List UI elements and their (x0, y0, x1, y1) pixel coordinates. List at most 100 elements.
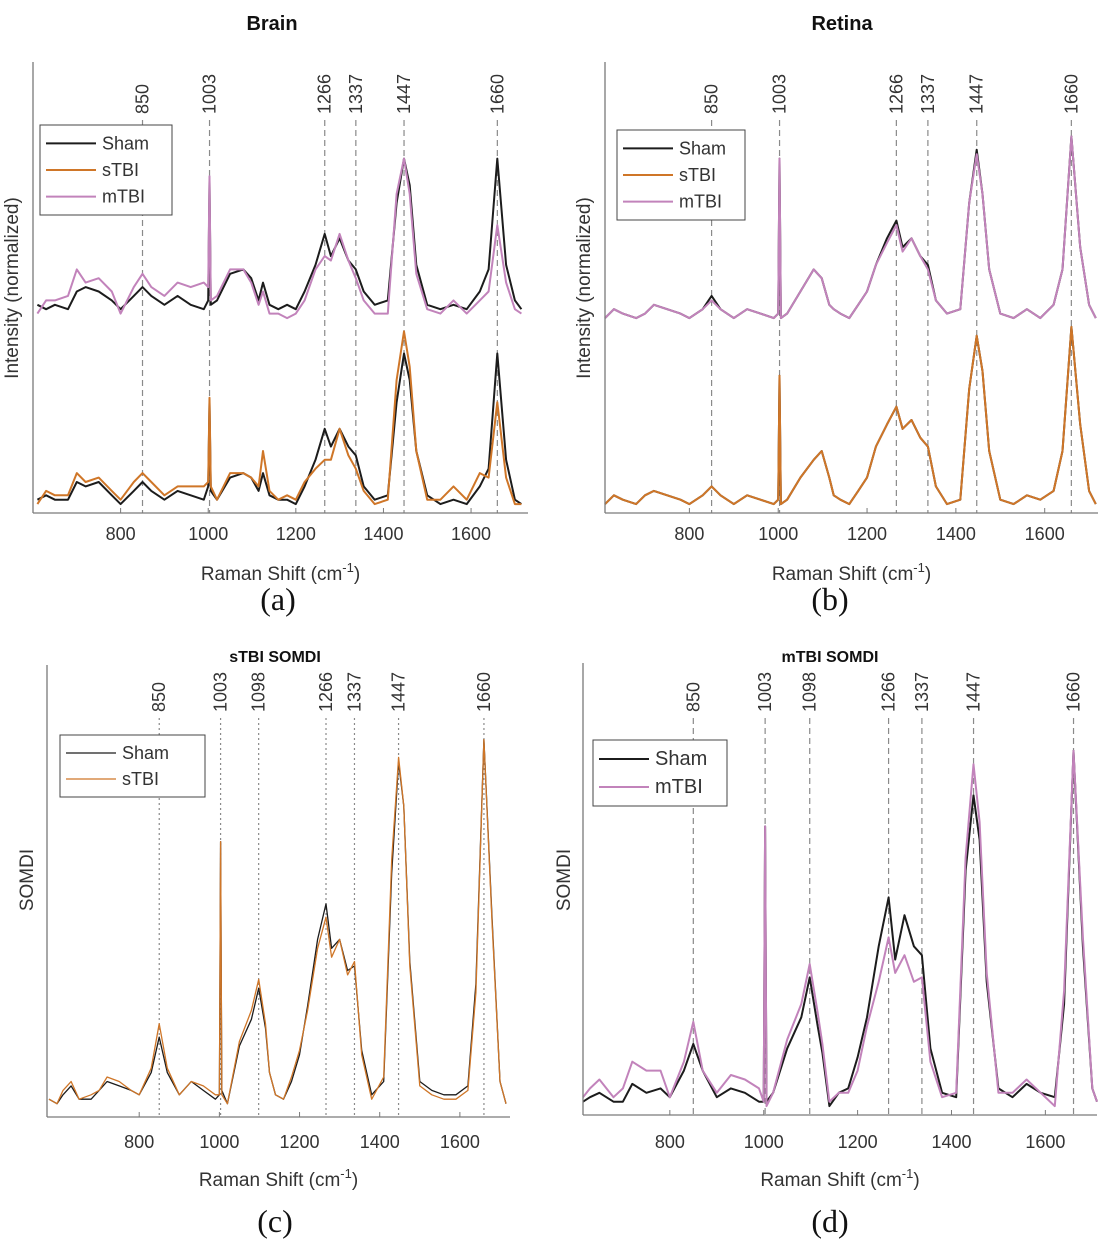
reference-line-label: 1447 (394, 74, 414, 114)
x-tick-label: 1600 (451, 524, 491, 544)
series-line-sham-2 (604, 325, 1097, 506)
series-line-mtbi-1 (36, 157, 522, 320)
reference-line-label: 850 (683, 682, 703, 712)
reference-line-label: 1660 (474, 672, 494, 712)
reference-line-label: 850 (133, 84, 153, 114)
x-axis-label: Raman Shift (cm-1) (772, 560, 931, 585)
reference-line-label: 1447 (389, 672, 409, 712)
legend-label: sTBI (679, 165, 716, 185)
legend-box (59, 734, 206, 798)
x-tick-label: 1400 (360, 1132, 400, 1152)
legend: Sham sTBI mTBI (616, 129, 746, 221)
x-tick-label: 1400 (936, 524, 976, 544)
reference-line-label: 1660 (1061, 74, 1081, 114)
panel-caption: (b) (811, 581, 848, 617)
panel-d: mTBI SOMDI 850 1003 1098 1266 1337 1447 1660 800… (554, 649, 1098, 1239)
x-tick-label: 800 (655, 1132, 685, 1152)
reference-line-label: 1337 (912, 672, 932, 712)
reference-line-label: 1266 (886, 74, 906, 114)
reference-line-label: 850 (149, 682, 169, 712)
reference-line-label: 1337 (344, 672, 364, 712)
x-axis-label-end: ) (925, 564, 931, 585)
reference-line-label: 1003 (770, 74, 790, 114)
reference-line-label: 1003 (211, 672, 231, 712)
reference-line-label: 1003 (755, 672, 775, 712)
legend-label: mTBI (679, 192, 722, 212)
x-axis-label-superscript: -1 (913, 560, 925, 575)
series-line-mtbi-1 (582, 749, 1098, 1108)
chart-title: Retina (811, 13, 873, 35)
reference-line-label: 1098 (800, 672, 820, 712)
x-tick-label: 1400 (363, 524, 403, 544)
series-line-sham-0 (36, 157, 523, 311)
chart-title: sTBI SOMDI (229, 649, 321, 666)
reference-line-label: 1266 (315, 74, 335, 114)
legend-label: mTBI (102, 187, 145, 207)
legend: Sham sTBI (59, 734, 206, 798)
y-axis-label: SOMDI (17, 849, 38, 911)
reference-line-label: 1337 (346, 74, 366, 114)
reference-line-label: 1098 (249, 672, 269, 712)
series-line-mtbi-1 (604, 135, 1097, 320)
x-tick-label: 800 (124, 1132, 154, 1152)
x-tick-label: 1400 (931, 1132, 971, 1152)
reference-line-label: 1003 (200, 74, 220, 114)
reference-line-label: 850 (702, 84, 722, 114)
series-line-stbi-1 (48, 738, 507, 1105)
legend-label: mTBI (655, 776, 703, 798)
legend: Sham mTBI (592, 739, 728, 807)
legend-label: Sham (122, 743, 169, 763)
series-line-stbi-3 (36, 330, 522, 506)
legend-label: Sham (679, 138, 726, 158)
x-axis-label-text: Raman Shift (cm (772, 564, 913, 585)
panel-caption: (a) (260, 581, 296, 617)
series-line-stbi-3 (604, 325, 1097, 506)
x-axis-label: Raman Shift (cm-1) (760, 1166, 919, 1191)
x-tick-label: 1600 (440, 1132, 480, 1152)
x-axis-label-superscript: -1 (340, 1166, 352, 1181)
x-axis-label-end: ) (913, 1170, 919, 1191)
x-tick-label: 1000 (758, 524, 798, 544)
x-axis-label-text: Raman Shift (cm (199, 1170, 340, 1191)
x-tick-label: 1200 (847, 524, 887, 544)
y-axis-label: Intensity (normalized) (2, 197, 23, 379)
panel-b: Retina 850 1003 1266 1337 1447 1660 800 1000 1200… (574, 13, 1098, 617)
series-line-sham-2 (36, 352, 522, 506)
x-axis-label-end: ) (352, 1170, 358, 1191)
x-axis-label-superscript: -1 (902, 1166, 914, 1181)
panel-c: sTBI SOMDI 850 1003 1098 1266 1337 1447 1660 800… (17, 649, 510, 1239)
x-tick-label: 1600 (1025, 524, 1065, 544)
legend-label: Sham (102, 133, 149, 153)
x-tick-label: 1000 (199, 1132, 239, 1152)
x-axis-label-superscript: -1 (342, 560, 354, 575)
reference-line-label: 1660 (1064, 672, 1084, 712)
chart-title: mTBI SOMDI (782, 649, 879, 666)
legend-box (592, 739, 728, 807)
reference-line-label: 1337 (918, 74, 938, 114)
x-tick-label: 1600 (1025, 1132, 1065, 1152)
x-tick-label: 800 (674, 524, 704, 544)
x-axis-label-text: Raman Shift (cm (760, 1170, 901, 1191)
legend-label: sTBI (122, 769, 159, 789)
x-axis-label-end: ) (354, 564, 360, 585)
legend: Sham sTBI mTBI (39, 124, 173, 216)
x-axis-label: Raman Shift (cm-1) (201, 560, 360, 585)
reference-line-label: 1266 (316, 672, 336, 712)
chart-title: Brain (246, 13, 297, 35)
panel-caption: (c) (257, 1203, 293, 1239)
legend-label: Sham (655, 748, 707, 770)
panel-caption: (d) (811, 1203, 848, 1239)
panel-a: Brain 850 1003 1266 1337 1447 1660 800 1000 1200 1… (2, 13, 528, 617)
x-tick-label: 1000 (188, 524, 228, 544)
x-tick-label: 1200 (280, 1132, 320, 1152)
y-axis-label: Intensity (normalized) (574, 197, 595, 379)
x-tick-label: 1200 (838, 1132, 878, 1152)
reference-line-label: 1447 (967, 74, 987, 114)
x-tick-label: 1200 (276, 524, 316, 544)
legend-label: sTBI (102, 160, 139, 180)
x-tick-label: 1000 (744, 1132, 784, 1152)
reference-line-label: 1266 (879, 672, 899, 712)
y-axis-label: SOMDI (554, 849, 575, 911)
x-tick-label: 800 (106, 524, 136, 544)
